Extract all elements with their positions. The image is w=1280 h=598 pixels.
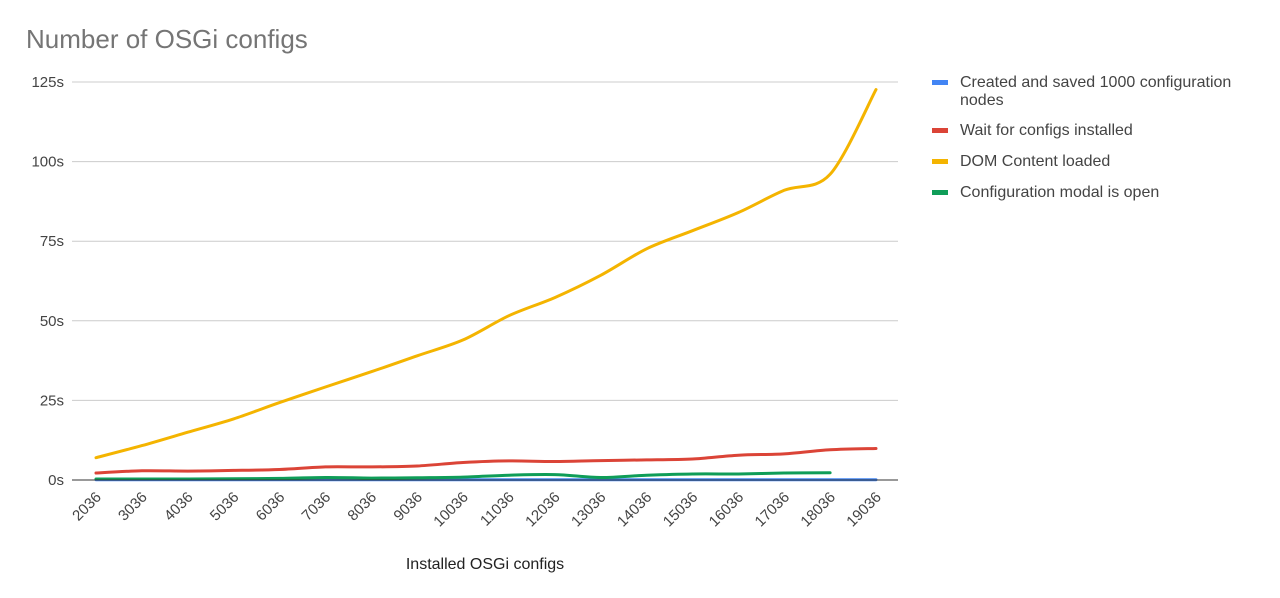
x-tick-label: 5036 bbox=[207, 489, 243, 525]
x-axis-label: Installed OSGi configs bbox=[406, 556, 564, 573]
legend-swatch bbox=[932, 80, 948, 85]
x-tick-label: 4036 bbox=[161, 489, 197, 525]
x-tick-label: 17036 bbox=[752, 489, 794, 531]
x-tick-label: 8036 bbox=[345, 489, 381, 525]
legend-swatch bbox=[932, 159, 948, 164]
x-tick-label: 13036 bbox=[568, 489, 610, 531]
x-tick-label: 3036 bbox=[115, 489, 151, 525]
series-line-3 bbox=[94, 88, 878, 460]
x-tick-label: 10036 bbox=[430, 489, 472, 531]
x-tick-label: 2036 bbox=[69, 489, 105, 525]
legend-label: Configuration modal is open bbox=[960, 184, 1159, 201]
y-tick-label: 0s bbox=[48, 472, 64, 489]
y-tick-label: 100s bbox=[31, 154, 64, 171]
y-tick-label: 125s bbox=[31, 74, 64, 91]
legend-label: DOM Content loaded bbox=[960, 153, 1110, 170]
y-tick-label: 25s bbox=[40, 392, 64, 409]
x-axis-ticks: 2036 3036 4036 5036 6036 7036 8036 9036 10036 110… bbox=[69, 489, 885, 531]
y-tick-label: 75s bbox=[40, 233, 64, 250]
chart-title: Number of OSGi configs bbox=[26, 24, 308, 54]
x-tick-label: 14036 bbox=[614, 489, 656, 531]
legend-label: Created and saved 1000 configuration node… bbox=[960, 74, 1231, 109]
y-tick-label: 50s bbox=[40, 313, 64, 330]
grid bbox=[72, 81, 898, 401]
x-tick-label: 7036 bbox=[299, 489, 335, 525]
series-line-4 bbox=[94, 471, 832, 481]
legend-swatch bbox=[932, 128, 948, 133]
x-tick-label: 16036 bbox=[706, 489, 748, 531]
legend-swatch bbox=[932, 190, 948, 195]
legend: Created and saved 1000 configuration node… bbox=[932, 74, 1231, 201]
x-tick-label: 9036 bbox=[390, 489, 426, 525]
legend-label: Wait for configs installed bbox=[960, 122, 1133, 139]
series-line-2 bbox=[94, 447, 878, 475]
x-tick-label: 15036 bbox=[660, 489, 702, 531]
y-axis-ticks: 0s 25s 50s 75s 100s 125s bbox=[31, 74, 64, 489]
series-lines bbox=[94, 88, 878, 482]
x-tick-label: 12036 bbox=[522, 489, 564, 531]
x-tick-label: 18036 bbox=[797, 489, 839, 531]
x-tick-label: 6036 bbox=[253, 489, 289, 525]
x-tick-label: 19036 bbox=[843, 489, 885, 531]
x-tick-label: 11036 bbox=[477, 489, 518, 530]
